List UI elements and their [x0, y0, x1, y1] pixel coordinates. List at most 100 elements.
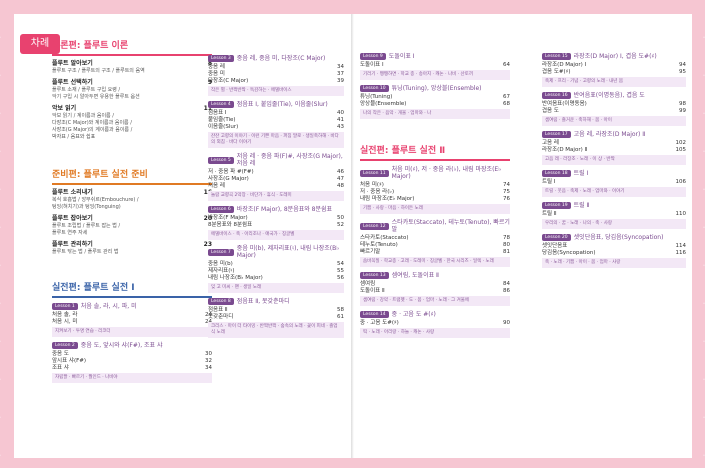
- lesson-songs: 셈여림 · 즐거운 · 축하해 · 봄 · 아이: [542, 116, 686, 126]
- lesson-title: 중 · 고음 도 #(♯): [391, 311, 436, 318]
- lesson-badge: Lesson 6: [208, 206, 234, 213]
- lesson-row-label: 중 · 고음 도#(♯): [360, 320, 399, 326]
- toc-sub: 플루트 소재 / 플루트 구입 요령 /: [52, 87, 121, 93]
- lesson-row-label: 트릴 Ⅰ: [542, 179, 556, 185]
- lesson-songs: 기쁨 · 사랑 · 마음 · 하이든 노래: [360, 204, 510, 214]
- lesson-songs: 잔잔 고향의 이야기 · 이런 기쁜 마음 · 퍼짐 말로 · 생일축하해 · …: [208, 132, 344, 148]
- lesson-row-label: 테누토(Tenuto): [360, 242, 398, 248]
- lesson-title: 반여음표(이명동음), 겹음 도: [573, 92, 645, 99]
- lesson-title: 처음 미(♯), 저 · 중음 라(♭), 내림 마장조(E♭ Major): [391, 166, 502, 180]
- lesson-row-label: 중음 미(b): [208, 261, 233, 267]
- lesson-badge: Lesson 10: [360, 85, 389, 92]
- lesson-row-page: 84: [503, 281, 510, 287]
- lesson-row-label: 앙상블(Ensemble): [360, 101, 407, 107]
- lesson-songs: 잊 고 미씨 · 팬 · 생일 노래: [208, 283, 344, 293]
- toc-page: 23: [203, 241, 212, 248]
- lesson-badge: Lesson 19: [542, 202, 571, 209]
- lesson-row-label: 제자리표(♮): [208, 268, 235, 274]
- lesson-row-label: 다장조(C Major): [208, 78, 249, 84]
- lesson-row-label: 처음 솔, 라: [52, 312, 78, 318]
- lesson-title: 점음표 Ⅰ, 붙임줄(Tie), 이음줄(Slur): [236, 101, 328, 108]
- lesson-4: Lesson 4 점음표 Ⅰ, 붙임줄(Tie), 이음줄(Slur) 점음표 Ⅰ…: [208, 101, 344, 148]
- lesson-badge: Lesson 1: [52, 303, 78, 310]
- lesson-row-page: 86: [503, 288, 510, 294]
- right-page: Lesson 9 도돌이표 Ⅰ 도돌이표 Ⅰ 64 기러기 · 쨍쨍하면 · 학교 …: [354, 14, 692, 458]
- lesson-songs: 에델바이스 · 축 · 아리조나 · 애국가 · 징글벨: [208, 230, 344, 240]
- toc-sub: 박자표 / 음표와 쉼표: [52, 134, 96, 140]
- lesson-row-page: 114: [675, 243, 687, 249]
- lesson-15: Lesson 15 라장조(D Major) Ⅰ, 겹음 도#(♯) 라장조(D …: [542, 53, 686, 87]
- lesson-row-label: 바장조(F Major): [208, 215, 248, 221]
- toc-sub: 플루트 닦는 법 / 플루트 관리 법: [52, 249, 119, 255]
- right-column-1: Lesson 9 도돌이표 Ⅰ 도돌이표 Ⅰ 64 기러기 · 쨍쨍하면 · 학교 …: [360, 48, 510, 338]
- lesson-row-page: 106: [675, 179, 687, 185]
- lesson-row-page: 39: [337, 78, 344, 84]
- lesson-row-label: 점음표 Ⅰ: [208, 110, 227, 116]
- lesson-row-label: 당김음(Syncopation): [542, 250, 596, 256]
- lesson-title: 도돌이표 Ⅰ: [388, 53, 415, 60]
- lesson-title: 트릴 Ⅰ: [573, 170, 589, 177]
- lesson-songs: 떡 · 노래 · 아리랑 · 하늘 · 캐논 · 사랑: [360, 328, 510, 338]
- lesson-title: 고음 레, 라장조(D Major) Ⅱ: [573, 131, 646, 138]
- toc-group: 플루트 선택하기 9 플루트 소재 / 플루트 구입 요령 / 악기 구입 시 알아두…: [52, 79, 212, 101]
- lesson-title: 처음 솔, 라, 시, 파, 미: [80, 303, 137, 310]
- lesson-row-page: 34: [205, 365, 212, 371]
- lesson-title: 중음 미(b), 제자리표(♮), 내림 나장조(B♭ Major): [236, 245, 340, 259]
- lesson-10: Lesson 10 튜닝(Tuning), 앙상블(Ensemble) 튜닝(Tu…: [360, 85, 510, 119]
- toc-tag: 차례: [20, 34, 60, 54]
- lesson-badge: Lesson 12: [360, 222, 389, 230]
- toc-heading: 플루트 관리하기: [52, 241, 93, 248]
- lesson-20: Lesson 20 셋잇단음표, 당김음(Syncopation) 셋잇단음표 11…: [542, 234, 686, 268]
- left-page: 차례 이론편: 플루트 이론 플루트 알아보기 8 플루트 구조 / 플루트의 구조…: [14, 14, 352, 458]
- lesson-row-page: 43: [337, 124, 344, 130]
- toc-group: 악보 읽기 11 악보 읽기 / 계이름과 음이름 / 다장조(C Major)와 계…: [52, 105, 212, 141]
- lesson-row-page: 80: [503, 242, 510, 248]
- lesson-row-page: 40: [337, 110, 344, 116]
- lesson-row-label: 라장조(D Major) Ⅱ: [542, 147, 588, 153]
- lesson-row-label: 조표 샤: [52, 365, 69, 371]
- lesson-row-label: 튜닝(Tuning): [360, 94, 393, 100]
- toc-page: 16: [204, 189, 212, 197]
- lesson-title: 튜닝(Tuning), 앙상블(Ensemble): [391, 85, 482, 92]
- lesson-row-page: 81: [503, 249, 510, 255]
- toc-sub: 사장조(G Major)의 계이름과 음이름 /: [52, 127, 133, 133]
- lesson-row-page: 95: [679, 69, 686, 75]
- lesson-row-page: 34: [337, 64, 344, 70]
- lesson-row-page: 78: [503, 235, 510, 241]
- lesson-badge: Lesson 15: [542, 53, 571, 60]
- lesson-badge: Lesson 13: [360, 272, 389, 279]
- lesson-row-label: 도돌이표 Ⅰ: [360, 62, 384, 68]
- lesson-songs: 숨바꼭질 · 학교종 · 고래 · 도레미 · 징글벨 · 한국 시리즈 · 일…: [360, 257, 510, 267]
- lesson-row-label: 중음 레: [208, 64, 225, 70]
- lesson-title: 트릴 Ⅱ: [573, 202, 590, 209]
- lesson-title: 셋잇단음표, 당김음(Syncopation): [573, 234, 664, 241]
- toc-group: 플루트 관리하기 23 플루트 닦는 법 / 플루트 관리 법: [52, 241, 212, 256]
- lesson-row-page: 64: [503, 62, 510, 68]
- toc-page: 9: [207, 79, 212, 86]
- lesson-row-page: 74: [503, 182, 510, 188]
- lesson-badge: Lesson 17: [542, 131, 571, 138]
- lesson-7: Lesson 7 중음 미(b), 제자리표(♮), 내림 나장조(B♭ Majo…: [208, 245, 344, 293]
- book-gutter: [351, 14, 354, 458]
- lesson-row-page: 76: [503, 196, 510, 202]
- toc-page: 11: [203, 105, 212, 112]
- lesson-row-page: 98: [679, 101, 686, 107]
- lesson-row-page: 52: [337, 222, 344, 228]
- lesson-badge: Lesson 20: [542, 234, 571, 241]
- lesson-songs: 크리스 · 마이 더 타이밍 · 반짝반짝 · 숲속의 노래 · 꽃이 피네 ·…: [208, 322, 344, 338]
- lesson-row-page: 75: [503, 189, 510, 195]
- lesson-row-label: 처음 시, 미: [52, 319, 78, 325]
- lesson-row-page: 56: [337, 275, 344, 281]
- toc-heading: 플루트 소리내기: [52, 189, 93, 196]
- lesson-row-page: 24: [205, 312, 212, 318]
- lesson-row-page: 48: [337, 183, 344, 189]
- lesson-row-page: 55: [337, 268, 344, 274]
- lesson-row-label: 스타카토(Staccato): [360, 235, 409, 241]
- left-column-1: 이론편: 플루트 이론 플루트 알아보기 8 플루트 구조 / 플루트의 구조 / …: [52, 36, 212, 383]
- lesson-row-label: 트릴 Ⅱ: [542, 211, 557, 217]
- lesson-row-label: 앞시표 샤(F#): [52, 358, 87, 364]
- lesson-songs: 기러기 · 쨍쨍하면 · 학교 종 · 송아지 · 캐논 · 나비 · 산토끼: [360, 70, 510, 80]
- lesson-row-label: 빠르기말: [360, 249, 381, 255]
- lesson-12: Lesson 12 스타카토(Staccato), 테누토(Tenuto), 빠르…: [360, 219, 510, 267]
- lesson-badge: Lesson 3: [208, 55, 234, 62]
